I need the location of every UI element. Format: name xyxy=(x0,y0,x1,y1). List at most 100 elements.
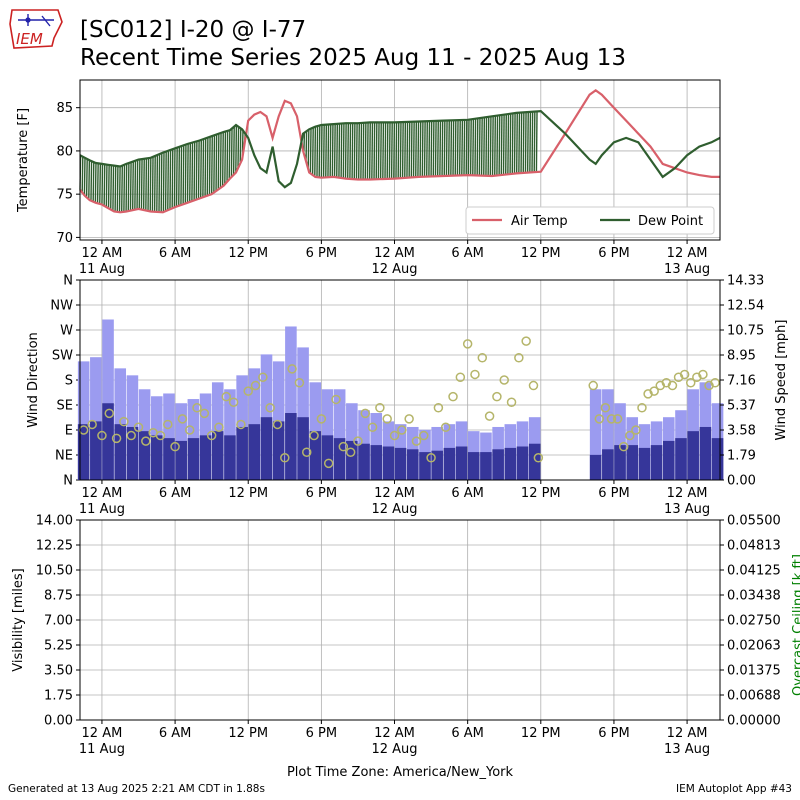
y-tick-label: N xyxy=(63,274,73,289)
dewpoint-oscillation xyxy=(441,120,444,177)
wind-direction-axis-label: Wind Direction xyxy=(26,332,41,428)
dewpoint-oscillation xyxy=(487,116,490,176)
wind-direction-marker xyxy=(360,408,371,419)
x-tick-label: 6 PM xyxy=(306,726,337,741)
dewpoint-oscillation xyxy=(316,126,319,178)
y2-tick-label: 0.02750 xyxy=(727,614,781,629)
dewpoint-oscillation xyxy=(162,152,165,213)
wind-direction-marker xyxy=(258,372,268,382)
x-tick-label: 6 AM xyxy=(159,246,192,261)
wind-gust-bar xyxy=(285,326,297,480)
wind-direction-marker xyxy=(419,430,429,441)
dewpoint-oscillation xyxy=(390,122,393,179)
dewpoint-oscillation xyxy=(193,142,196,201)
dewpoint-oscillation xyxy=(90,160,93,201)
wind-speed-bar xyxy=(90,421,102,480)
x-tick-label: 6 PM xyxy=(598,486,629,501)
wind-direction-marker xyxy=(236,419,246,430)
dewpoint-oscillation xyxy=(88,159,91,200)
dewpoint-oscillation xyxy=(347,123,350,179)
dewpoint-oscillation xyxy=(507,114,510,175)
iem-logo: IEM xyxy=(6,6,64,52)
wind-direction-marker xyxy=(345,447,356,457)
wind-direction-marker xyxy=(287,364,297,374)
y2-tick-label: 10.75 xyxy=(727,324,764,339)
wind-direction-marker xyxy=(206,430,217,441)
dewpoint-oscillation xyxy=(333,124,336,178)
wind-direction-marker xyxy=(448,391,458,402)
y2-tick-label: 8.95 xyxy=(727,349,756,364)
wind-direction-marker xyxy=(280,453,290,463)
dewpoint-oscillation xyxy=(485,117,488,176)
y-tick-label: 10.50 xyxy=(36,564,73,579)
y-tick-label: W xyxy=(60,324,73,339)
dewpoint-oscillation xyxy=(454,120,457,176)
dewpoint-oscillation xyxy=(114,165,117,212)
dewpoint-oscillation xyxy=(498,115,501,176)
wind-speed-bar xyxy=(638,447,651,480)
wind-direction-marker xyxy=(594,414,605,424)
dewpoint-oscillation xyxy=(101,163,104,205)
wind-direction-marker xyxy=(199,408,210,419)
dewpoint-oscillation xyxy=(351,123,354,180)
dewpoint-oscillation xyxy=(474,118,477,176)
dewpoint-oscillation xyxy=(357,123,360,180)
x-tick-label: 12 PM xyxy=(521,486,561,501)
y-tick-label: 1.75 xyxy=(44,689,73,704)
dewpoint-oscillation xyxy=(450,120,453,176)
wind-speed-bar xyxy=(528,443,541,480)
dewpoint-oscillation xyxy=(518,112,521,174)
x-tick-label: 12 PM xyxy=(521,726,561,741)
dewpoint-oscillation xyxy=(526,112,529,173)
x-tick-label: 12 AM xyxy=(82,726,123,741)
x-tick-label: 6 AM xyxy=(451,486,484,501)
dewpoint-oscillation xyxy=(338,123,341,178)
wind-direction-marker xyxy=(606,414,617,424)
dewpoint-oscillation xyxy=(219,133,222,188)
timezone-label: Plot Time Zone: America/New_York xyxy=(286,765,514,780)
wind-direction-marker xyxy=(679,369,690,380)
wind-direction-marker xyxy=(389,430,400,441)
x-tick-label: 12 PM xyxy=(228,486,268,501)
dewpoint-oscillation xyxy=(116,166,119,212)
wind-direction-marker xyxy=(177,414,188,424)
plot-frame xyxy=(79,79,721,241)
wind-direction-marker xyxy=(111,433,122,444)
wind-direction-marker xyxy=(243,386,253,396)
dewpoint-oscillation xyxy=(127,163,130,212)
dewpoint-oscillation xyxy=(520,112,523,174)
dewpoint-oscillation xyxy=(167,150,170,211)
wind-direction-marker xyxy=(155,430,166,441)
generated-note: Generated at 13 Aug 2025 2:21 AM CDT in … xyxy=(8,783,265,795)
wind-speed-bar xyxy=(614,445,626,480)
dewpoint-oscillation xyxy=(112,165,115,211)
logo-text: IEM xyxy=(16,30,43,48)
y-tick-label: 7.00 xyxy=(44,614,73,629)
dewpoint-oscillation xyxy=(195,141,198,200)
legend-air-temp-label: Air Temp xyxy=(511,214,568,229)
dewpoint-oscillation xyxy=(145,158,148,211)
dewpoint-oscillation xyxy=(169,150,172,210)
dewpoint-oscillation xyxy=(388,122,391,179)
dewpoint-oscillation xyxy=(81,156,84,193)
legend-dew-point-label: Dew Point xyxy=(638,214,703,229)
x-tick-date: 13 Aug xyxy=(664,262,710,277)
dewpoint-oscillation xyxy=(184,144,187,204)
x-tick-date: 12 Aug xyxy=(371,502,417,517)
y2-tick-label: 0.04125 xyxy=(727,564,781,579)
dewpoint-oscillation xyxy=(364,122,367,180)
wind-direction-marker xyxy=(272,419,283,430)
y-tick-label: N xyxy=(63,474,73,489)
y-tick-label: NE xyxy=(55,449,73,464)
wind-direction-marker xyxy=(440,422,451,432)
dewpoint-oscillation xyxy=(522,112,525,173)
dewpoint-oscillation xyxy=(307,129,310,170)
wind-direction-marker xyxy=(637,403,647,413)
y2-tick-label: 5.37 xyxy=(727,399,756,414)
dewpoint-oscillation xyxy=(421,121,424,177)
dewpoint-oscillation xyxy=(331,124,334,177)
x-tick-label: 12 AM xyxy=(667,246,708,261)
dewpoint-oscillation xyxy=(237,126,240,169)
dewpoint-oscillation xyxy=(215,134,218,192)
chart-subtitle: Recent Time Series 2025 Aug 11 - 2025 Au… xyxy=(80,45,627,71)
